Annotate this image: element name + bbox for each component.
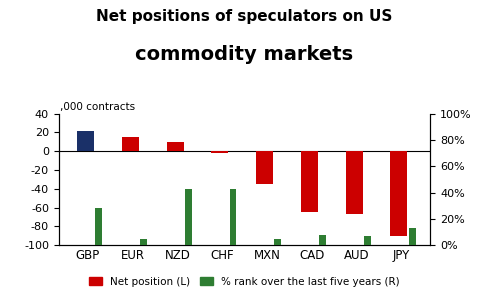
Bar (319, 235, 325, 245)
Bar (140, 239, 146, 245)
Bar (95, 208, 102, 245)
Bar (345, 151, 362, 214)
Bar (300, 151, 317, 212)
Bar (363, 236, 370, 245)
Bar (408, 228, 415, 245)
Bar (229, 189, 236, 245)
Bar (211, 151, 228, 153)
Legend: Net position (L), % rank over the last five years (R): Net position (L), % rank over the last f… (85, 272, 403, 291)
Bar (166, 142, 183, 151)
Bar (122, 137, 139, 151)
Text: commodity markets: commodity markets (135, 45, 353, 64)
Bar (274, 239, 281, 245)
Bar (77, 131, 94, 151)
Bar (390, 151, 407, 236)
Bar (184, 189, 191, 245)
Bar (256, 151, 273, 184)
Text: ,000 contracts: ,000 contracts (60, 102, 135, 112)
Text: Net positions of speculators on US: Net positions of speculators on US (96, 9, 392, 24)
